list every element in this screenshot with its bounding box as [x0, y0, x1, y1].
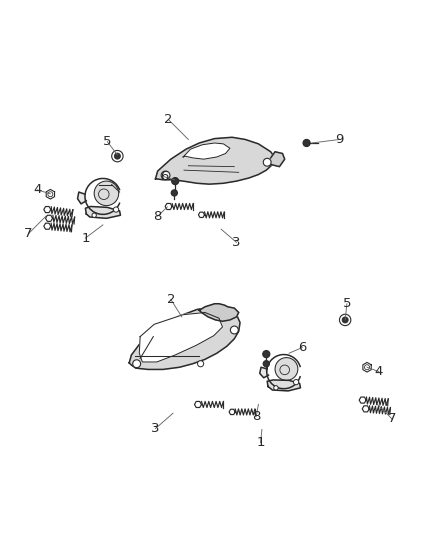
Polygon shape	[229, 409, 235, 415]
Circle shape	[161, 171, 170, 180]
Text: 2: 2	[164, 114, 173, 126]
Text: 6: 6	[160, 170, 169, 183]
Circle shape	[263, 158, 271, 166]
Polygon shape	[198, 212, 205, 217]
Polygon shape	[359, 397, 366, 403]
Text: 4: 4	[33, 183, 42, 196]
Circle shape	[274, 386, 278, 390]
Text: 6: 6	[298, 341, 307, 354]
Circle shape	[112, 150, 123, 162]
Circle shape	[263, 351, 270, 358]
Polygon shape	[199, 304, 239, 321]
Circle shape	[94, 181, 119, 206]
Polygon shape	[46, 215, 53, 221]
Circle shape	[230, 326, 238, 334]
Polygon shape	[85, 206, 120, 219]
Circle shape	[198, 361, 204, 367]
Circle shape	[293, 379, 299, 385]
Circle shape	[114, 153, 120, 159]
Polygon shape	[267, 380, 300, 391]
Text: 9: 9	[335, 133, 344, 146]
Text: 5: 5	[343, 297, 351, 310]
Text: 3: 3	[232, 236, 241, 249]
Polygon shape	[129, 307, 240, 369]
Text: 4: 4	[374, 365, 383, 378]
Polygon shape	[155, 138, 275, 184]
Text: 3: 3	[151, 422, 160, 435]
Text: 8: 8	[252, 410, 261, 423]
Circle shape	[303, 140, 310, 147]
Polygon shape	[194, 401, 201, 408]
Polygon shape	[44, 223, 51, 229]
Polygon shape	[44, 206, 51, 213]
Circle shape	[342, 317, 348, 323]
Polygon shape	[139, 312, 223, 362]
Polygon shape	[165, 204, 172, 209]
Text: 7: 7	[24, 227, 33, 240]
Circle shape	[171, 190, 177, 196]
Polygon shape	[46, 189, 55, 199]
Text: 1: 1	[81, 231, 90, 245]
Circle shape	[263, 361, 269, 367]
Circle shape	[339, 314, 351, 326]
Text: 8: 8	[153, 209, 162, 223]
Polygon shape	[183, 143, 230, 159]
Polygon shape	[260, 367, 268, 378]
Polygon shape	[363, 362, 371, 372]
Circle shape	[275, 358, 298, 381]
Circle shape	[133, 360, 141, 368]
Circle shape	[113, 207, 119, 212]
Text: 1: 1	[256, 436, 265, 449]
Text: 7: 7	[388, 413, 396, 425]
Circle shape	[92, 213, 96, 217]
Text: 2: 2	[166, 293, 175, 306]
Text: 5: 5	[103, 135, 112, 148]
Polygon shape	[362, 406, 369, 412]
Circle shape	[172, 177, 179, 184]
Polygon shape	[271, 152, 285, 167]
Polygon shape	[78, 192, 86, 204]
